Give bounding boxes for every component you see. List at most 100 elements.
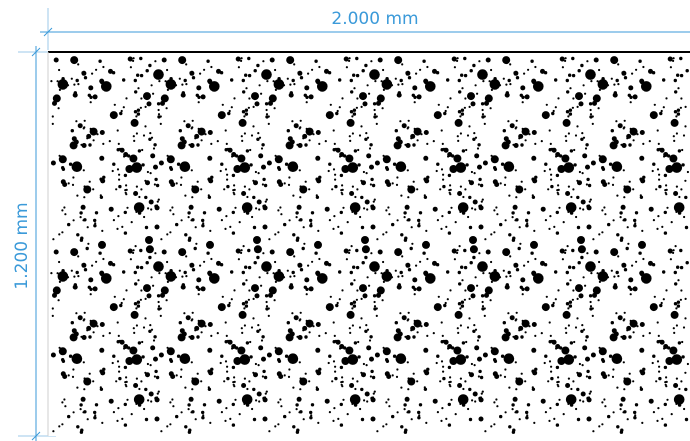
perforation-dot — [269, 57, 275, 63]
perforation-dot — [460, 112, 465, 116]
perforation-dot — [309, 218, 313, 223]
perforation-dot — [229, 225, 232, 228]
perforation-dot — [125, 385, 128, 388]
perforation-dot — [246, 195, 249, 199]
perforation-dot — [209, 273, 220, 284]
perforation-dot — [363, 399, 366, 402]
perforation-dot — [119, 111, 123, 116]
perforation-dot — [567, 307, 570, 310]
perforation-dot — [137, 279, 140, 282]
perforation-dot — [659, 303, 663, 308]
perforation-dot — [515, 218, 519, 222]
perforation-dot — [481, 390, 484, 393]
perforation-dot — [459, 210, 462, 213]
perforation-dot — [190, 169, 193, 172]
perforation-dot — [57, 299, 60, 302]
perforation-dot — [79, 211, 83, 215]
perforation-dot — [406, 127, 409, 130]
perforation-dot — [242, 90, 246, 94]
perforation-dot — [72, 338, 75, 341]
perforation-dot — [603, 398, 606, 401]
perforation-dot — [665, 385, 668, 388]
perforation-dot — [134, 90, 138, 94]
perforation-dot — [573, 355, 577, 359]
perforation-dot — [135, 132, 138, 135]
perforation-dot — [166, 425, 169, 428]
perforation-dot — [619, 403, 623, 407]
perforation-dot — [166, 154, 169, 157]
perforation-dot — [617, 83, 620, 86]
perforation-dot — [305, 288, 308, 291]
perforation-dot — [440, 321, 443, 324]
perforation-dot — [360, 125, 363, 128]
perforation-dot — [262, 224, 268, 230]
perforation-dot — [460, 300, 465, 304]
perforation-dot — [191, 218, 195, 222]
perforation-dot — [620, 204, 626, 210]
perforation-dot — [122, 298, 125, 301]
perforation-dot — [142, 134, 146, 137]
perforation-dot — [157, 108, 160, 112]
perforation-dot — [653, 103, 656, 106]
perforation-dot — [364, 63, 368, 68]
perforation-dot — [254, 293, 260, 299]
perforation-dot — [148, 391, 154, 397]
perforation-dot — [598, 260, 601, 264]
perforation-dot — [663, 173, 668, 178]
perforation-dot — [77, 275, 80, 278]
perforation-dot — [567, 210, 570, 213]
perforation-dot — [673, 139, 676, 142]
perforation-dot — [581, 324, 584, 327]
perforation-dot — [675, 307, 678, 310]
perforation-dot — [140, 188, 143, 191]
perforation-dot — [612, 368, 615, 371]
perforation-dot — [665, 184, 668, 187]
perforation-dot — [472, 137, 476, 141]
perforation-dot — [225, 407, 228, 410]
perforation-dot — [67, 374, 70, 377]
perforation-dot — [673, 302, 678, 306]
perforation-dot — [490, 425, 493, 428]
perforation-dot — [545, 103, 548, 106]
perforation-dot — [465, 355, 469, 359]
perforation-dot — [133, 202, 145, 213]
perforation-dot — [598, 88, 602, 91]
perforation-dot — [550, 173, 553, 176]
perforation-dot — [362, 293, 368, 299]
perforation-dot — [243, 185, 246, 188]
perforation-dot — [80, 335, 83, 338]
perforation-dot — [116, 340, 120, 344]
perforation-dot — [278, 182, 284, 187]
perforation-dot — [68, 354, 73, 358]
perforation-dot — [422, 240, 430, 249]
perforation-dot — [256, 391, 262, 397]
perforation-dot — [598, 280, 602, 283]
perforation-dot — [657, 215, 660, 218]
perforation-dot — [180, 176, 183, 179]
perforation-dot — [244, 265, 248, 269]
perforation-dot — [356, 188, 359, 191]
perforation-dot — [255, 399, 258, 402]
perforation-dot — [188, 204, 194, 210]
perforation-dot — [372, 294, 377, 298]
perforation-dot — [544, 354, 548, 358]
perforation-dot — [287, 353, 299, 365]
perforation-dot — [339, 210, 343, 215]
perforation-dot — [143, 284, 151, 293]
perforation-dot — [586, 252, 589, 255]
perforation-dot — [382, 68, 385, 72]
perforation-dot — [352, 265, 356, 269]
perforation-dot — [243, 132, 246, 135]
perforation-dot — [266, 272, 269, 275]
perforation-dot — [243, 115, 246, 118]
perforation-dot — [88, 335, 92, 339]
perforation-dot — [174, 84, 178, 87]
perforation-dot — [553, 417, 556, 420]
perforation-dot — [351, 402, 354, 405]
perforation-dot — [504, 146, 507, 149]
perforation-dot — [626, 325, 632, 331]
perforation-dot — [669, 66, 673, 69]
perforation-dot — [197, 101, 200, 104]
perforation-dot — [116, 168, 120, 171]
